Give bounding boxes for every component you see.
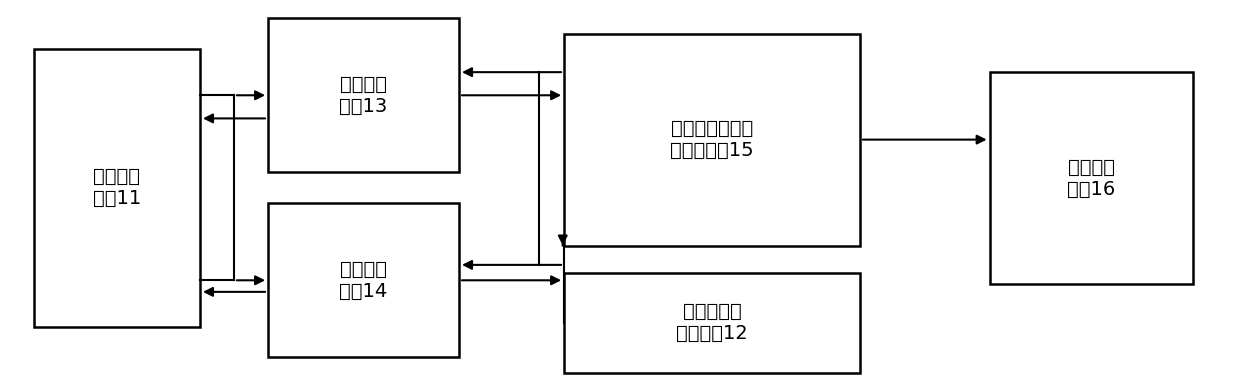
Text: 环境色温值
获取模块12: 环境色温值 获取模块12 [676, 302, 748, 343]
Text: 色温参数相对差
值计算模块15: 色温参数相对差 值计算模块15 [670, 119, 753, 160]
Bar [268, 203, 460, 357]
Text: 第一存储
模块11: 第一存储 模块11 [93, 167, 141, 208]
Bar [33, 49, 201, 326]
Bar [564, 273, 860, 373]
Text: 色差矫正
模块16: 色差矫正 模块16 [1067, 158, 1115, 199]
Text: 第二查找
模块14: 第二查找 模块14 [339, 260, 388, 301]
Text: 第一查找
模块13: 第一查找 模块13 [339, 75, 388, 116]
Bar [564, 34, 860, 246]
Bar [990, 72, 1193, 284]
Bar [268, 18, 460, 172]
